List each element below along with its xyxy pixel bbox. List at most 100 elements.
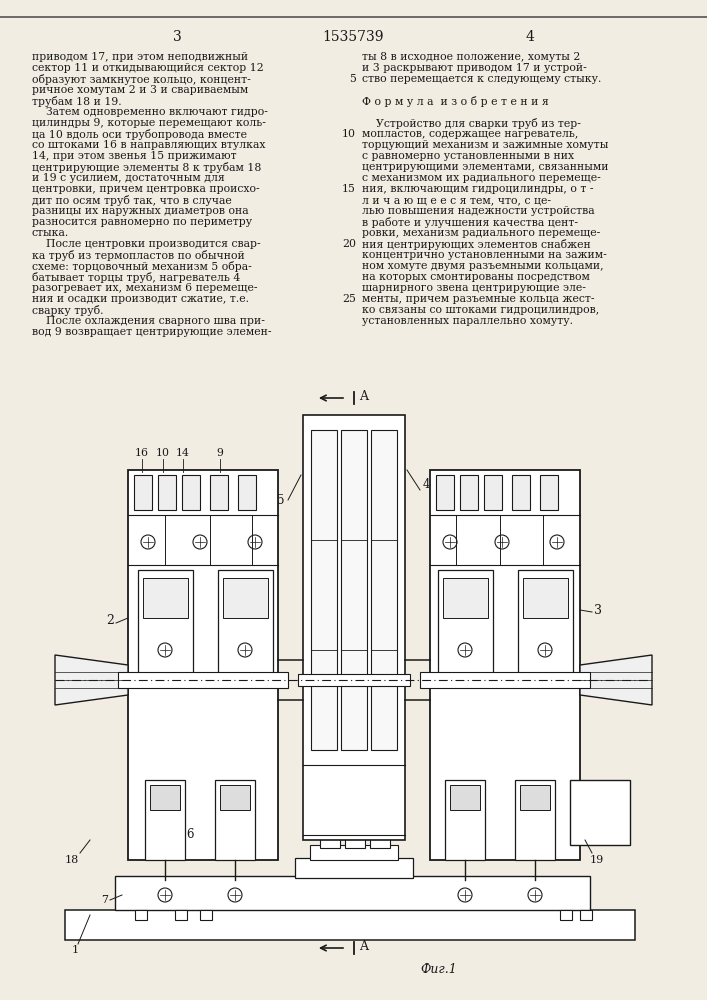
Circle shape: [538, 643, 552, 657]
Bar: [310, 845, 398, 860]
Circle shape: [228, 888, 242, 902]
Bar: [484, 475, 502, 510]
Text: с равномерно установленными в них: с равномерно установленными в них: [362, 151, 574, 161]
Bar: [443, 578, 488, 618]
Text: 16: 16: [135, 448, 149, 458]
Text: концентрично установленными на зажим-: концентрично установленными на зажим-: [362, 250, 607, 260]
Bar: [430, 470, 580, 860]
Bar: [175, 910, 187, 920]
Text: центровки, причем центровка происхо-: центровки, причем центровка происхо-: [32, 184, 259, 194]
Text: 14, при этом звенья 15 прижимают: 14, при этом звенья 15 прижимают: [32, 151, 237, 161]
Bar: [420, 672, 590, 688]
Bar: [445, 780, 485, 860]
Circle shape: [193, 535, 207, 549]
Bar: [436, 475, 454, 510]
Text: на которых смонтированы посредством: на которых смонтированы посредством: [362, 272, 590, 282]
Bar: [560, 910, 572, 920]
Bar: [218, 570, 273, 680]
Text: цилиндры 9, которые перемещают коль-: цилиндры 9, которые перемещают коль-: [32, 118, 266, 128]
Text: 7: 7: [101, 895, 108, 905]
Circle shape: [458, 888, 472, 902]
Bar: [220, 785, 250, 810]
Circle shape: [158, 888, 172, 902]
Text: 6: 6: [186, 828, 194, 842]
Text: 10: 10: [342, 129, 356, 139]
Text: лью повышения надежности устройства: лью повышения надежности устройства: [362, 206, 595, 216]
Polygon shape: [55, 655, 128, 705]
Text: дит по осям труб так, что в случае: дит по осям труб так, что в случае: [32, 195, 232, 206]
Text: 20: 20: [342, 239, 356, 249]
Text: разносится равномерно по периметру: разносится равномерно по периметру: [32, 217, 252, 227]
Bar: [182, 475, 200, 510]
Bar: [215, 780, 255, 860]
Bar: [210, 475, 228, 510]
Bar: [348, 823, 362, 833]
Text: 1: 1: [72, 945, 79, 955]
Bar: [540, 475, 558, 510]
Text: со штоками 16 в направляющих втулках: со штоками 16 в направляющих втулках: [32, 140, 266, 150]
Text: После охлаждения сварного шва при-: После охлаждения сварного шва при-: [32, 316, 265, 326]
Bar: [460, 475, 478, 510]
Text: образуют замкнутое кольцо, концент-: образуют замкнутое кольцо, концент-: [32, 74, 251, 85]
Text: торцующий механизм и зажимные хомуты: торцующий механизм и зажимные хомуты: [362, 140, 609, 150]
Text: ца 10 вдоль оси трубопровода вместе: ца 10 вдоль оси трубопровода вместе: [32, 129, 247, 140]
Text: 1535739: 1535739: [322, 30, 384, 44]
Bar: [373, 823, 387, 833]
Bar: [145, 780, 185, 860]
Text: и 3 раскрывают приводом 17 и устрой-: и 3 раскрывают приводом 17 и устрой-: [362, 63, 587, 73]
Text: ном хомуте двумя разъемными кольцами,: ном хомуте двумя разъемными кольцами,: [362, 261, 604, 271]
Bar: [115, 876, 590, 910]
Bar: [515, 780, 555, 860]
Text: A: A: [359, 390, 368, 403]
Text: сектор 11 и откидывающийся сектор 12: сектор 11 и откидывающийся сектор 12: [32, 63, 264, 73]
Text: ния и осадки производит сжатие, т.е.: ния и осадки производит сжатие, т.е.: [32, 294, 249, 304]
Bar: [150, 785, 180, 810]
Text: Устройство для сварки труб из тер-: Устройство для сварки труб из тер-: [362, 118, 581, 129]
Text: трубам 18 и 19.: трубам 18 и 19.: [32, 96, 122, 107]
Text: Ф о р м у л а  и з о б р е т е н и я: Ф о р м у л а и з о б р е т е н и я: [362, 96, 549, 107]
Circle shape: [141, 535, 155, 549]
Text: центрирующие элементы 8 к трубам 18: центрирующие элементы 8 к трубам 18: [32, 162, 262, 173]
Circle shape: [443, 535, 457, 549]
Bar: [311, 430, 337, 750]
Circle shape: [528, 888, 542, 902]
Text: ричное хомутам 2 и 3 и свариваемым: ричное хомутам 2 и 3 и свариваемым: [32, 85, 248, 95]
Bar: [323, 823, 337, 833]
Text: приводом 17, при этом неподвижный: приводом 17, при этом неподвижный: [32, 52, 248, 62]
Text: 3: 3: [173, 30, 182, 44]
Circle shape: [248, 535, 262, 549]
Text: с механизмом их радиального перемеще-: с механизмом их радиального перемеще-: [362, 173, 601, 183]
Text: 4: 4: [423, 479, 431, 491]
Text: 10: 10: [156, 448, 170, 458]
Bar: [303, 415, 405, 840]
Text: стыка.: стыка.: [32, 228, 69, 238]
Bar: [518, 570, 573, 680]
Text: Затем одновременно включают гидро-: Затем одновременно включают гидро-: [32, 107, 268, 117]
Text: батывает торцы труб, нагреватель 4: батывает торцы труб, нагреватель 4: [32, 272, 240, 283]
Text: 15: 15: [342, 184, 356, 194]
Bar: [370, 820, 390, 848]
Text: шарнирного звена центрирующие эле-: шарнирного звена центрирующие эле-: [362, 283, 586, 293]
Text: ко связаны со штоками гидроцилиндров,: ко связаны со штоками гидроцилиндров,: [362, 305, 600, 315]
Text: разницы их наружных диаметров она: разницы их наружных диаметров она: [32, 206, 249, 216]
Bar: [298, 674, 410, 686]
Text: 5: 5: [349, 74, 356, 84]
Bar: [320, 820, 340, 848]
Bar: [371, 430, 397, 750]
Bar: [520, 785, 550, 810]
Bar: [238, 475, 256, 510]
Text: 4: 4: [525, 30, 534, 44]
Text: ство перемещается к следующему стыку.: ство перемещается к следующему стыку.: [362, 74, 602, 84]
Text: A: A: [359, 940, 368, 954]
Bar: [118, 672, 288, 688]
Text: вод 9 возвращает центрирующие элемен-: вод 9 возвращает центрирующие элемен-: [32, 327, 271, 337]
Bar: [341, 430, 367, 750]
Text: 2: 2: [106, 613, 114, 626]
Text: в работе и улучшения качества цент-: в работе и улучшения качества цент-: [362, 217, 578, 228]
Bar: [128, 470, 278, 860]
Text: 14: 14: [176, 448, 190, 458]
Text: ния, включающим гидроцилиндры, о т -: ния, включающим гидроцилиндры, о т -: [362, 184, 593, 194]
Circle shape: [495, 535, 509, 549]
Bar: [158, 475, 176, 510]
Bar: [345, 820, 365, 848]
